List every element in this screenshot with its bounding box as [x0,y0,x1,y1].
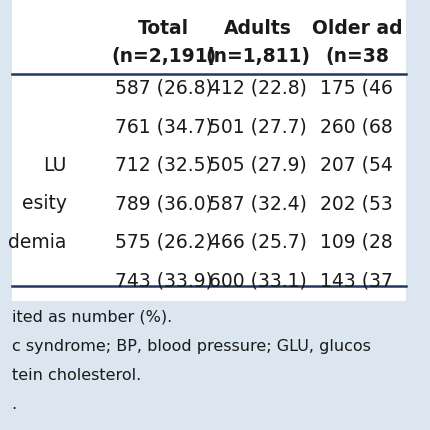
Text: 202 (53: 202 (53 [320,194,392,213]
Text: 575 (26.2): 575 (26.2) [114,233,212,252]
Text: 207 (54: 207 (54 [319,156,392,175]
Text: esity: esity [22,194,67,213]
Text: (n=38: (n=38 [324,46,388,65]
Text: 600 (33.1): 600 (33.1) [209,271,306,290]
Text: c syndrome; BP, blood pressure; GLU, glucos: c syndrome; BP, blood pressure; GLU, glu… [12,338,370,353]
Text: Adults: Adults [224,18,292,37]
Text: 505 (27.9): 505 (27.9) [209,156,306,175]
FancyBboxPatch shape [12,0,405,301]
Text: (n=1,811): (n=1,811) [205,46,310,65]
Text: demia: demia [9,233,67,252]
Text: 501 (27.7): 501 (27.7) [209,117,306,136]
Text: ited as number (%).: ited as number (%). [12,309,172,323]
Text: 175 (46: 175 (46 [319,79,392,98]
Text: 587 (32.4): 587 (32.4) [209,194,307,213]
Text: Older ad: Older ad [311,18,401,37]
Text: LU: LU [43,156,67,175]
Text: 789 (36.0): 789 (36.0) [114,194,212,213]
Text: 412 (22.8): 412 (22.8) [209,79,307,98]
Text: .: . [12,396,17,411]
Text: 109 (28: 109 (28 [320,233,392,252]
Text: 712 (32.5): 712 (32.5) [114,156,212,175]
Text: 466 (25.7): 466 (25.7) [209,233,307,252]
Text: 260 (68: 260 (68 [320,117,392,136]
Text: (n=2,191): (n=2,191) [111,46,215,65]
Text: 587 (26.8): 587 (26.8) [114,79,212,98]
Text: 743 (33.9): 743 (33.9) [114,271,212,290]
Text: Total: Total [138,18,189,37]
Text: 143 (37: 143 (37 [319,271,392,290]
Text: tein cholesterol.: tein cholesterol. [12,367,141,382]
Text: 761 (34.7): 761 (34.7) [114,117,212,136]
